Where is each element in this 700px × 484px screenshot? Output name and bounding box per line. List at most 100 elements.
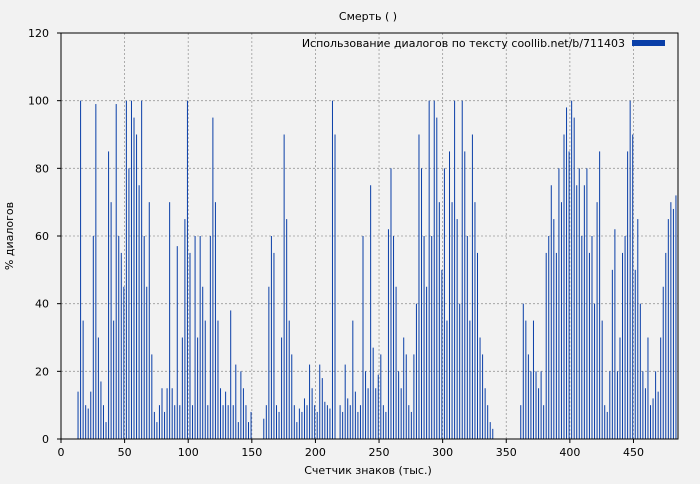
data-bar bbox=[268, 286, 270, 439]
data-bar bbox=[443, 168, 445, 440]
data-bar bbox=[199, 236, 201, 439]
data-bar bbox=[525, 320, 527, 439]
data-bar bbox=[303, 398, 305, 439]
data-bar bbox=[660, 337, 662, 439]
data-bar bbox=[426, 286, 428, 439]
data-bar bbox=[362, 236, 364, 439]
data-bar bbox=[652, 398, 654, 439]
data-bar bbox=[644, 388, 646, 439]
data-bar bbox=[553, 219, 555, 439]
data-bar bbox=[395, 286, 397, 439]
data-bar bbox=[479, 337, 481, 439]
data-bar bbox=[433, 100, 435, 440]
data-bar bbox=[667, 219, 669, 439]
data-bar bbox=[530, 371, 532, 439]
data-bar bbox=[301, 411, 303, 439]
data-bar bbox=[550, 185, 552, 439]
data-bar bbox=[629, 100, 631, 440]
data-bar bbox=[451, 202, 453, 439]
data-bar bbox=[418, 134, 420, 439]
data-bar bbox=[647, 337, 649, 439]
x-tick-label: 400 bbox=[559, 446, 580, 459]
data-bar bbox=[217, 320, 219, 439]
legend: Использование диалогов по тексту coollib… bbox=[302, 37, 665, 50]
data-bar bbox=[97, 337, 99, 439]
data-bar bbox=[281, 337, 283, 439]
data-bar bbox=[161, 388, 163, 439]
data-bar bbox=[611, 269, 613, 439]
data-bar bbox=[375, 388, 377, 439]
data-bar bbox=[331, 100, 333, 440]
data-bar bbox=[403, 337, 405, 439]
data-bar bbox=[662, 286, 664, 439]
data-bar bbox=[347, 398, 349, 439]
data-bar bbox=[566, 107, 568, 439]
data-bar bbox=[230, 310, 232, 439]
data-bar bbox=[123, 286, 125, 439]
data-bar bbox=[90, 391, 92, 439]
data-bar bbox=[128, 168, 130, 440]
data-bar bbox=[133, 117, 135, 439]
data-bar bbox=[476, 252, 478, 439]
data-bar bbox=[214, 202, 216, 439]
plot-area: 0 50 100 150 200 250 300 350 400 450 0 20 40 60 80 100 1… bbox=[28, 27, 679, 459]
data-bar bbox=[560, 202, 562, 439]
data-bar bbox=[400, 388, 402, 439]
data-bar bbox=[672, 208, 674, 439]
x-tick-label: 100 bbox=[178, 446, 199, 459]
data-bar bbox=[573, 117, 575, 439]
x-tick-label: 150 bbox=[241, 446, 262, 459]
x-tick-label: 200 bbox=[305, 446, 326, 459]
x-tick-label: 300 bbox=[432, 446, 453, 459]
data-bar bbox=[596, 202, 598, 439]
data-bar bbox=[288, 320, 290, 439]
data-bar bbox=[535, 371, 537, 439]
x-axis-label: Счетчик знаков (тыс.) bbox=[304, 464, 432, 477]
data-bar bbox=[164, 411, 166, 439]
data-bar bbox=[385, 411, 387, 439]
data-bar bbox=[545, 252, 547, 439]
data-bar bbox=[657, 391, 659, 439]
y-tick-label: 60 bbox=[35, 230, 49, 243]
data-bar bbox=[482, 354, 484, 439]
data-bar bbox=[240, 371, 242, 439]
data-bar bbox=[359, 405, 361, 439]
data-bar bbox=[202, 286, 204, 439]
data-bar bbox=[461, 100, 463, 440]
data-bar bbox=[309, 364, 311, 439]
data-bar bbox=[174, 405, 176, 439]
data-bar bbox=[415, 303, 417, 439]
data-bar bbox=[156, 422, 158, 439]
data-bar bbox=[527, 354, 529, 439]
y-tick-label: 40 bbox=[35, 298, 49, 311]
data-bar bbox=[179, 405, 181, 439]
data-bar bbox=[242, 388, 244, 439]
data-bar bbox=[311, 388, 313, 439]
x-tick-label: 350 bbox=[496, 446, 517, 459]
data-bar bbox=[431, 236, 433, 439]
data-bar bbox=[171, 388, 173, 439]
data-bar bbox=[148, 202, 150, 439]
data-bar bbox=[120, 252, 122, 439]
data-bar bbox=[423, 236, 425, 439]
data-bar bbox=[225, 391, 227, 439]
data-bar bbox=[606, 411, 608, 439]
data-bar bbox=[522, 303, 524, 439]
data-bar bbox=[484, 388, 486, 439]
data-bar bbox=[245, 405, 247, 439]
data-bar bbox=[578, 168, 580, 440]
data-bar bbox=[197, 337, 199, 439]
data-bar bbox=[339, 405, 341, 439]
data-bar bbox=[194, 236, 196, 439]
data-bar bbox=[248, 422, 250, 439]
data-bar bbox=[665, 252, 667, 439]
data-bar bbox=[113, 320, 115, 439]
data-bar bbox=[586, 168, 588, 440]
data-bar bbox=[184, 219, 186, 439]
data-bar bbox=[594, 303, 596, 439]
data-bar bbox=[456, 219, 458, 439]
data-bar bbox=[599, 151, 601, 439]
data-bar bbox=[296, 422, 298, 439]
data-bar bbox=[532, 320, 534, 439]
data-bar bbox=[209, 236, 211, 439]
